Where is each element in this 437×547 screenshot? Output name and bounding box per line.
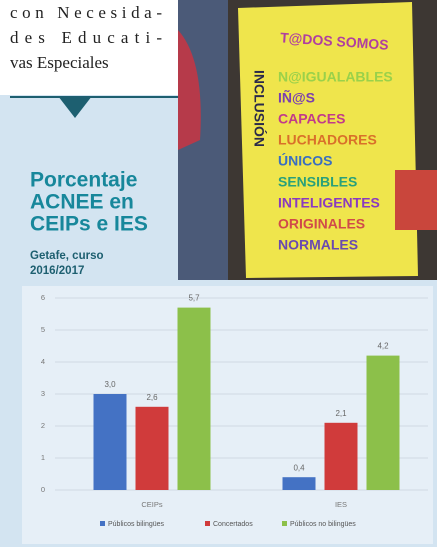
arrow [58, 96, 92, 118]
legend-swatch [282, 521, 287, 526]
value-label: 0,4 [293, 463, 305, 472]
value-label: 2,6 [146, 393, 158, 402]
y-tick-label: 5 [41, 325, 45, 334]
legend-label: Públicos bilingües [108, 521, 165, 528]
bar [135, 406, 169, 490]
sidebar-title: Porcentaje [30, 169, 137, 192]
y-tick-label: 4 [41, 357, 45, 366]
article-line: des Educati- [10, 28, 162, 47]
sign-text: CAPACES [278, 111, 345, 127]
y-tick-label: 1 [41, 453, 45, 462]
y-tick-label: 2 [41, 421, 45, 430]
sidebar-subtitle: 2016/2017 [30, 265, 84, 277]
legend-swatch [100, 521, 105, 526]
sign-text: SENSIBLES [278, 174, 357, 190]
sidebar-title: CEIPs e IES [30, 213, 148, 236]
photo: T@DOS SOMOS INCLUSIÓN N@IGUALABLES IÑ@S CAPA… [178, 0, 437, 280]
article-line: con Necesida- [10, 3, 162, 22]
sign-text: IÑ@S [278, 89, 315, 106]
sign-text: INTELIGENTES [278, 195, 380, 211]
sign-text: T@DOS SOMOS [280, 29, 389, 53]
legend-swatch [205, 521, 210, 526]
sign-text: NORMALES [278, 237, 358, 253]
y-tick-label: 6 [41, 293, 45, 302]
sign-text: INCLUSIÓN [251, 70, 268, 147]
sidebar-subtitle: Getafe, curso [30, 250, 104, 262]
legend-label: Concertados [213, 521, 253, 528]
article-line: vas Especiales [10, 53, 109, 72]
value-label: 4,2 [377, 342, 389, 351]
sign-text: LUCHADORES [278, 132, 377, 148]
sign-text: ÚNICOS [278, 152, 332, 169]
x-tick-label: IES [335, 500, 347, 509]
chart-box [22, 286, 433, 544]
bar [366, 355, 400, 490]
x-tick-label: CEIPs [141, 500, 163, 509]
value-label: 3,0 [104, 380, 116, 389]
value-label: 5,7 [188, 294, 200, 303]
bar [177, 307, 211, 490]
bar [93, 394, 127, 490]
bar [282, 477, 316, 490]
legend-label: Públicos no bilingües [290, 521, 356, 528]
sidebar-title: ACNEE en [30, 191, 134, 214]
bar [324, 422, 358, 490]
sign-text: ORIGINALES [278, 216, 365, 232]
value-label: 2,1 [335, 409, 347, 418]
y-tick-label: 0 [41, 485, 45, 494]
sign-text: N@IGUALABLES [278, 69, 393, 85]
y-tick-label: 3 [41, 389, 45, 398]
